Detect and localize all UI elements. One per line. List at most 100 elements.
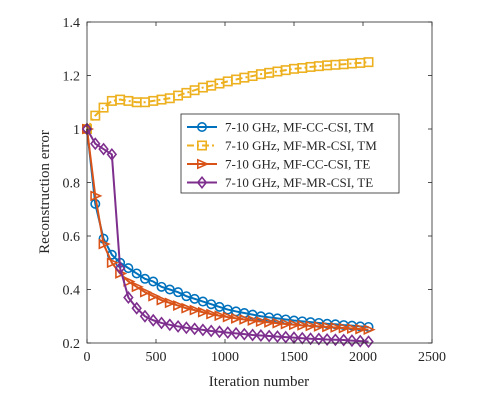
legend-marker	[197, 140, 208, 151]
data-point	[330, 333, 341, 347]
series-line	[86, 128, 369, 331]
data-point	[264, 316, 277, 328]
data-point	[272, 330, 283, 344]
data-point	[173, 300, 186, 311]
legend-entry: 7-10 GHz, MF-MR-CSI, TM	[187, 138, 377, 153]
data-point	[148, 276, 159, 287]
data-point	[131, 268, 142, 279]
data-point	[164, 318, 176, 332]
legend-entry: 7-10 GHz, MF-CC-CSI, TM	[187, 120, 374, 135]
data-point	[156, 316, 167, 330]
data-point	[239, 327, 250, 341]
data-point	[231, 312, 244, 324]
data-point	[106, 147, 118, 161]
legend: 7-10 GHz, MF-CC-CSI, TM 7-10 GHz, MF-MR-C…	[180, 113, 400, 194]
data-point	[338, 322, 351, 334]
legend-entry: 7-10 GHz, MF-MR-CSI, TE	[187, 175, 373, 190]
data-point	[90, 190, 103, 202]
x-tick-label: 500	[146, 350, 167, 365]
data-point	[272, 317, 285, 329]
data-point	[363, 335, 374, 349]
data-point	[197, 323, 209, 337]
x-tick-label: 0	[84, 350, 91, 365]
data-point	[131, 301, 142, 315]
x-tick-label: 1000	[211, 350, 239, 365]
data-point	[123, 291, 134, 304]
data-point	[322, 321, 335, 333]
series-line	[86, 61, 369, 130]
data-point	[280, 318, 293, 330]
legend-marker	[196, 176, 208, 189]
data-point	[321, 333, 333, 346]
data-point	[263, 329, 275, 343]
data-point	[139, 309, 151, 323]
data-point	[114, 261, 126, 275]
y-tick-label: 1	[73, 123, 80, 138]
data-point	[206, 308, 219, 320]
y-tick-label: 0.4	[63, 284, 81, 299]
data-point	[90, 110, 101, 121]
y-axis-label: Reconstruction error	[37, 130, 53, 254]
axes-layer: 0 500 1000 1500 2000 2500 0.2 0.4 0.6 0.8 1 1.2 1.4	[63, 16, 447, 365]
data-point	[346, 334, 358, 348]
data-point	[222, 326, 233, 340]
legend-marker	[197, 158, 210, 170]
data-point	[214, 310, 227, 322]
x-tick-label: 1500	[280, 350, 308, 365]
series-2	[82, 57, 374, 135]
data-point	[189, 304, 202, 316]
series-layer	[81, 57, 376, 349]
legend-marker	[197, 122, 208, 133]
data-point	[139, 286, 153, 298]
legend-box	[180, 113, 400, 194]
data-point	[247, 315, 260, 326]
y-tick-label: 0.8	[63, 177, 81, 192]
y-tick-label: 1.2	[63, 70, 81, 85]
data-point	[230, 326, 242, 340]
y-tick-label: 1.4	[63, 16, 81, 31]
data-point	[222, 311, 235, 323]
data-point	[305, 332, 316, 346]
data-point	[255, 329, 267, 342]
data-point	[189, 322, 200, 336]
x-tick-label: 2500	[418, 350, 446, 365]
data-point	[330, 322, 343, 333]
data-point	[90, 137, 101, 151]
data-point	[239, 314, 252, 325]
data-point	[173, 287, 184, 298]
x-tick-label: 2000	[349, 350, 377, 365]
legend-label: 7-10 GHz, MF-CC-CSI, TM	[225, 120, 374, 135]
data-point	[106, 257, 120, 269]
data-point	[148, 290, 161, 302]
data-point	[338, 333, 349, 347]
data-point	[255, 316, 269, 328]
y-tick-label: 0.2	[63, 337, 81, 352]
data-point	[305, 320, 318, 332]
data-point	[280, 330, 291, 344]
data-point	[355, 323, 368, 335]
legend-label: 7-10 GHz, MF-CC-CSI, TE	[225, 157, 370, 172]
x-axis-label: Iteration number	[209, 374, 309, 390]
data-point	[98, 102, 109, 113]
data-point	[363, 57, 374, 68]
data-point	[297, 319, 310, 331]
data-point	[172, 319, 184, 333]
series-line	[86, 128, 369, 343]
data-point	[247, 328, 258, 342]
data-point	[181, 302, 194, 314]
data-point	[288, 319, 302, 331]
data-point	[197, 306, 211, 318]
legend-entry: 7-10 GHz, MF-CC-CSI, TE	[187, 157, 370, 172]
data-point	[156, 294, 169, 306]
data-point	[164, 297, 177, 309]
data-point	[98, 238, 111, 250]
data-point	[148, 313, 159, 327]
data-point	[205, 324, 217, 338]
data-point	[363, 324, 376, 336]
data-point	[214, 325, 225, 339]
data-point	[131, 281, 144, 293]
series-line	[86, 128, 369, 328]
data-point	[313, 332, 325, 346]
